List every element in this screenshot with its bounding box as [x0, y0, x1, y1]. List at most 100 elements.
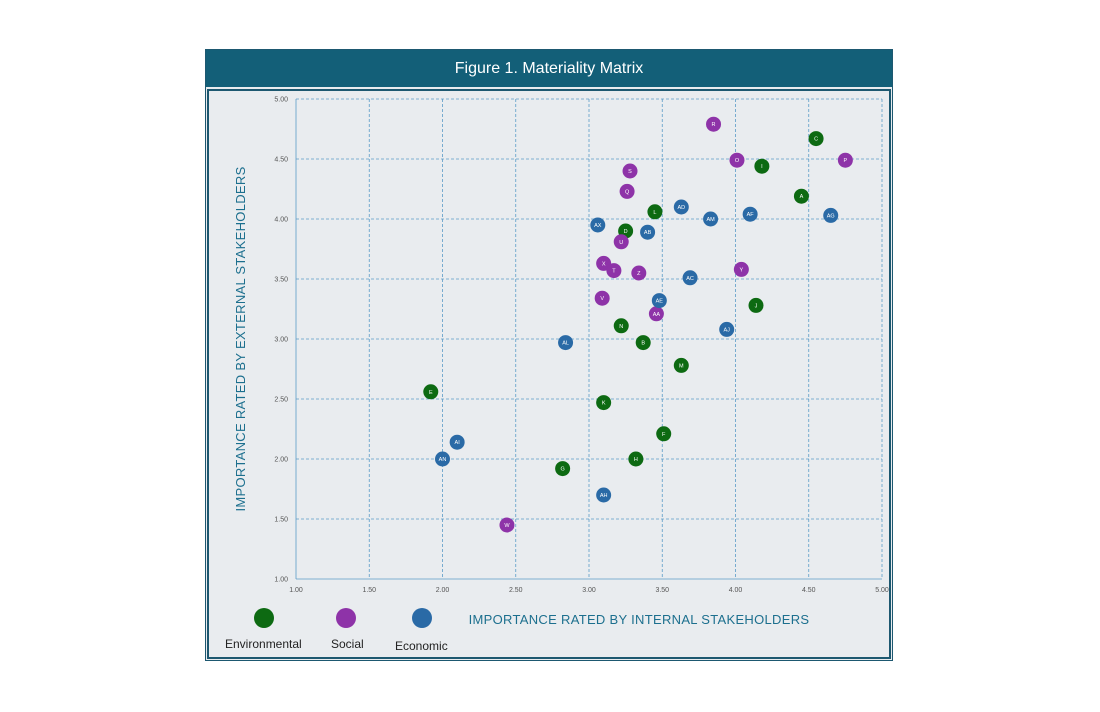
data-point-label: F: [662, 432, 666, 438]
chart-area: 1.00 1.50 2.00 2.50 3.00 3.50 4.00 4.50 5.00 1.00…: [207, 89, 891, 659]
data-point-af: [742, 206, 758, 222]
x-tick-label: 3.50: [655, 587, 669, 594]
data-point-label: AD: [677, 205, 685, 211]
data-point-label: AG: [827, 213, 835, 219]
data-point-z: [631, 265, 647, 281]
data-point-label: AH: [600, 493, 608, 499]
data-point-g: [555, 461, 571, 477]
data-point-label: AI: [455, 440, 461, 446]
data-point-ax: [590, 217, 606, 233]
x-tick-label: 5.00: [875, 587, 889, 594]
data-point-a: [793, 188, 809, 204]
data-point-ad: [673, 199, 689, 215]
data-point-i: [754, 158, 770, 174]
y-tick-label: 1.50: [274, 517, 288, 524]
y-axis-label: IMPORTANCE RATED BY EXTERNAL STAKEHOLDER…: [233, 166, 248, 511]
x-tick-label: 1.50: [362, 587, 376, 594]
data-point-label: P: [844, 158, 848, 164]
data-point-label: AX: [594, 223, 602, 229]
data-point-label: AN: [439, 457, 447, 463]
data-point-label: L: [653, 210, 656, 216]
data-point-am: [703, 211, 719, 227]
legend-label-economic: Economic: [395, 639, 448, 653]
x-tick-label: 1.00: [289, 587, 303, 594]
data-point-ai: [449, 434, 465, 450]
data-point-p: [837, 152, 853, 168]
data-point-label: O: [735, 158, 740, 164]
y-tick-label: 4.50: [274, 157, 288, 164]
x-axis-label: IMPORTANCE RATED BY INTERNAL STAKEHOLDER…: [469, 612, 810, 627]
x-tick-label: 4.50: [802, 587, 816, 594]
data-point-label: V: [600, 296, 604, 302]
data-point-aa: [648, 306, 664, 322]
data-point-c: [808, 131, 824, 147]
y-tick-label: 2.50: [274, 397, 288, 404]
data-point-label: I: [761, 164, 763, 170]
data-point-label: T: [612, 269, 616, 275]
y-tick-label: 1.00: [274, 577, 288, 584]
data-point-label: AE: [656, 299, 664, 305]
data-point-label: Y: [740, 267, 744, 273]
data-point-r: [706, 116, 722, 132]
legend-label-environmental: Environmental: [225, 637, 302, 651]
y-tick-label: 3.00: [274, 337, 288, 344]
x-tick-label: 4.00: [729, 587, 743, 594]
data-point-label: AL: [562, 341, 569, 347]
legend-marker-economic: [412, 608, 432, 628]
data-point-an: [435, 451, 450, 467]
legend-label-social: Social: [331, 637, 364, 651]
data-point-label: X: [602, 261, 606, 267]
data-point-label: AB: [644, 230, 652, 236]
data-point-label: H: [634, 457, 638, 463]
data-point-label: C: [814, 137, 818, 143]
data-point-label: U: [619, 240, 623, 246]
data-point-ab: [640, 224, 656, 240]
data-point-ah: [596, 487, 612, 503]
data-point-al: [558, 335, 574, 351]
data-point-label: E: [429, 390, 433, 396]
data-point-label: K: [602, 401, 606, 407]
data-point-label: D: [624, 229, 628, 235]
data-point-e: [423, 384, 439, 400]
data-point-q: [619, 183, 635, 199]
data-point-t: [606, 263, 622, 279]
data-point-ag: [823, 207, 839, 223]
data-point-m: [673, 357, 689, 373]
data-point-label: B: [641, 341, 645, 347]
data-point-label: AM: [706, 217, 715, 223]
data-point-label: M: [679, 363, 684, 369]
x-tick-label: 2.00: [436, 587, 450, 594]
data-point-label: N: [619, 324, 623, 330]
data-point-label: AA: [653, 312, 661, 318]
data-point-h: [628, 451, 644, 467]
data-point-w: [499, 517, 515, 533]
legend-marker-social: [336, 608, 356, 628]
figure-title: Figure 1. Materiality Matrix: [206, 50, 892, 87]
data-point-v: [594, 290, 610, 306]
data-point-k: [596, 395, 612, 411]
data-point-n: [613, 318, 629, 334]
data-point-b: [635, 335, 651, 351]
data-point-j: [748, 297, 764, 313]
scatter-chart: 1.00 1.50 2.00 2.50 3.00 3.50 4.00 4.50 5.00 1.00…: [233, 97, 889, 628]
data-point-label: G: [560, 467, 564, 473]
data-point-f: [656, 426, 672, 442]
figure-frame: Figure 1. Materiality Matrix 1.00 1.50 2.0…: [205, 49, 893, 661]
data-point-label: AC: [686, 276, 694, 282]
x-tick-label: 2.50: [509, 587, 523, 594]
data-point-label: AF: [747, 212, 755, 218]
data-point-label: Q: [625, 189, 630, 195]
legend-marker-environmental: [254, 608, 274, 628]
y-tick-label: 5.00: [274, 97, 288, 104]
data-point-ae: [651, 293, 667, 309]
y-tick-label: 4.00: [274, 217, 288, 224]
data-point-l: [647, 204, 663, 220]
x-tick-label: 3.00: [582, 587, 596, 594]
data-point-label: A: [800, 194, 804, 200]
data-point-aj: [719, 321, 735, 337]
data-point-label: Z: [637, 271, 641, 277]
y-tick-label: 2.00: [274, 457, 288, 464]
data-point-ac: [682, 270, 698, 286]
data-point-o: [729, 152, 745, 168]
data-point-u: [613, 234, 629, 250]
